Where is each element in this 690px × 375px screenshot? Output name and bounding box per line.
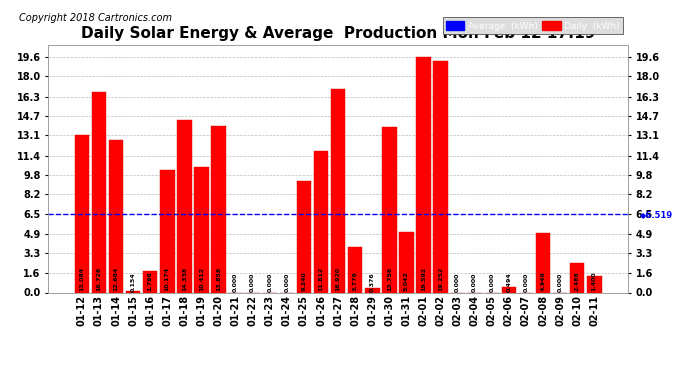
- Text: 0.000: 0.000: [267, 273, 273, 292]
- Bar: [570, 262, 584, 292]
- Text: 0.494: 0.494: [506, 272, 511, 292]
- Bar: [177, 120, 192, 292]
- Text: 9.240: 9.240: [302, 271, 306, 291]
- Text: 13.858: 13.858: [216, 267, 221, 291]
- Text: 0.000: 0.000: [284, 273, 289, 292]
- Text: 19.592: 19.592: [421, 267, 426, 291]
- Text: 10.174: 10.174: [165, 267, 170, 291]
- Bar: [75, 135, 89, 292]
- Bar: [416, 57, 431, 292]
- Text: 16.728: 16.728: [97, 267, 101, 291]
- Bar: [348, 247, 362, 292]
- Text: 10.412: 10.412: [199, 267, 204, 291]
- Text: 3.776: 3.776: [353, 271, 357, 291]
- Bar: [143, 271, 157, 292]
- Text: 5.042: 5.042: [404, 271, 409, 291]
- Bar: [160, 170, 175, 292]
- Text: 19.252: 19.252: [438, 267, 443, 291]
- Text: 4.946: 4.946: [540, 271, 546, 291]
- Text: 11.812: 11.812: [319, 267, 324, 291]
- Text: 0.000: 0.000: [558, 273, 562, 292]
- Bar: [126, 291, 140, 292]
- Text: Copyright 2018 Cartronics.com: Copyright 2018 Cartronics.com: [19, 13, 172, 23]
- Text: 0.000: 0.000: [250, 273, 255, 292]
- Bar: [502, 286, 516, 292]
- Text: 0.000: 0.000: [472, 273, 477, 292]
- Text: 0.154: 0.154: [130, 272, 136, 292]
- Bar: [365, 288, 380, 292]
- Bar: [109, 140, 124, 292]
- Text: ◆6.519: ◆6.519: [640, 210, 673, 219]
- Bar: [92, 92, 106, 292]
- Bar: [399, 232, 414, 292]
- Bar: [297, 182, 311, 292]
- Text: 12.664: 12.664: [114, 267, 119, 291]
- Text: 0.376: 0.376: [370, 272, 375, 292]
- Bar: [211, 126, 226, 292]
- Bar: [382, 127, 397, 292]
- Text: 2.486: 2.486: [575, 271, 580, 291]
- Bar: [331, 89, 346, 292]
- Text: 0.000: 0.000: [455, 273, 460, 292]
- Text: 1.796: 1.796: [148, 271, 152, 291]
- Bar: [194, 167, 208, 292]
- Text: 14.338: 14.338: [182, 267, 187, 291]
- Text: 0.000: 0.000: [233, 273, 238, 292]
- Text: 0.000: 0.000: [489, 273, 494, 292]
- Text: 0.000: 0.000: [524, 273, 529, 292]
- Bar: [536, 233, 551, 292]
- Legend: Average  (kWh), Daily  (kWh): Average (kWh), Daily (kWh): [443, 17, 623, 34]
- Title: Daily Solar Energy & Average  Production Mon Feb 12 17:19: Daily Solar Energy & Average Production …: [81, 26, 595, 41]
- Text: 1.400: 1.400: [592, 271, 597, 291]
- Bar: [433, 61, 448, 292]
- Bar: [314, 151, 328, 292]
- Bar: [587, 276, 602, 292]
- Text: 13.756: 13.756: [387, 267, 392, 291]
- Text: 13.084: 13.084: [79, 267, 84, 291]
- Text: 16.920: 16.920: [335, 267, 341, 291]
